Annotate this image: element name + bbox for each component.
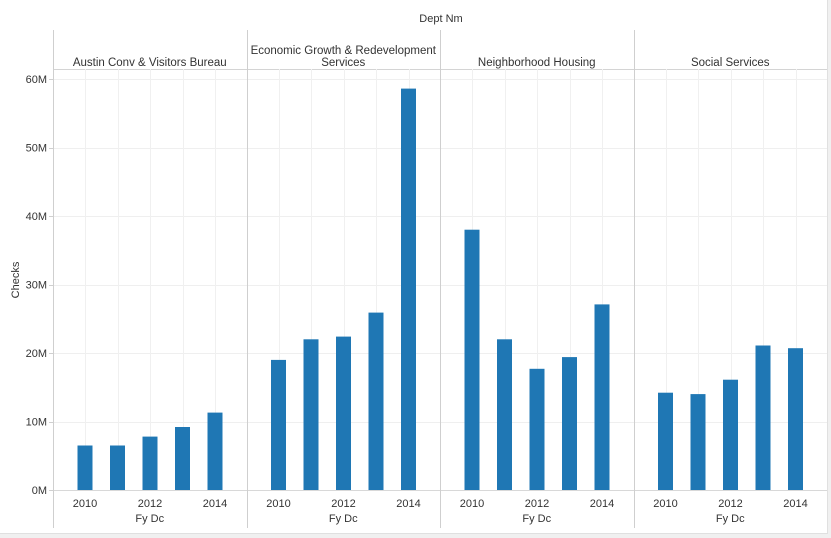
bar [723,379,738,490]
y-tick-label: 30M [26,280,47,292]
x-tick-label: 2012 [718,498,742,510]
bar [142,436,158,490]
x-tick-label: 2014 [203,498,227,510]
bar [755,345,771,490]
x-tick-label: 2012 [331,498,355,510]
bar [690,394,706,490]
bar [77,445,93,490]
bar [207,412,223,490]
y-tick-label: 60M [26,74,47,86]
x-axis-title: Fy Dc [329,513,358,525]
panels: Austin Conv & Visitors Bureau 2010 2012 201… [73,30,808,528]
bar [303,339,319,490]
panel-header: Neighborhood Housing [478,57,596,69]
panel: Social Services 2010 2012 2014 Fy Dc [634,30,808,528]
x-axis-title: Fy Dc [522,513,551,525]
panel-header: Social Services [691,57,770,69]
y-tick-label: 40M [26,211,47,223]
y-tick-label: 0M [32,485,47,497]
bar [271,359,286,490]
x-tick-label: 2010 [460,498,484,510]
x-tick-label: 2014 [590,498,614,510]
bar [175,427,190,490]
dept-title: Dept Nm [419,13,462,25]
bar [368,312,384,490]
y-tick-label: 10M [26,417,47,429]
x-tick-label: 2014 [783,498,807,510]
bar [562,357,577,490]
x-tick-label: 2012 [138,498,162,510]
bar [594,304,610,490]
bar [529,368,545,490]
x-tick-label: 2010 [266,498,290,510]
y-tick-label: 20M [26,348,47,360]
bar [401,88,416,490]
x-tick-label: 2014 [396,498,420,510]
bar [336,336,351,490]
x-tick-label: 2012 [525,498,549,510]
x-tick-label: 2010 [653,498,677,510]
panel-header: Services [321,57,365,69]
panel: Neighborhood Housing 2010 2012 2014 Fy Dc [440,30,614,528]
y-axis: 0M 10M 20M 30M 40M 50M 60M [26,30,54,528]
bar [497,339,512,490]
x-tick-label: 2010 [73,498,97,510]
bar [658,392,673,490]
y-tick-label: 50M [26,143,47,155]
bar [788,348,803,490]
x-axis-title: Fy Dc [135,513,164,525]
panel: Austin Conv & Visitors Bureau 2010 2012 201… [73,57,227,525]
y-axis-title: Checks [10,261,22,298]
x-axis-title: Fy Dc [716,513,745,525]
bar [464,229,480,490]
panel-header: Economic Growth & Redevelopment [251,45,437,57]
panel-header: Austin Conv & Visitors Bureau [73,57,227,69]
bar [110,445,125,490]
